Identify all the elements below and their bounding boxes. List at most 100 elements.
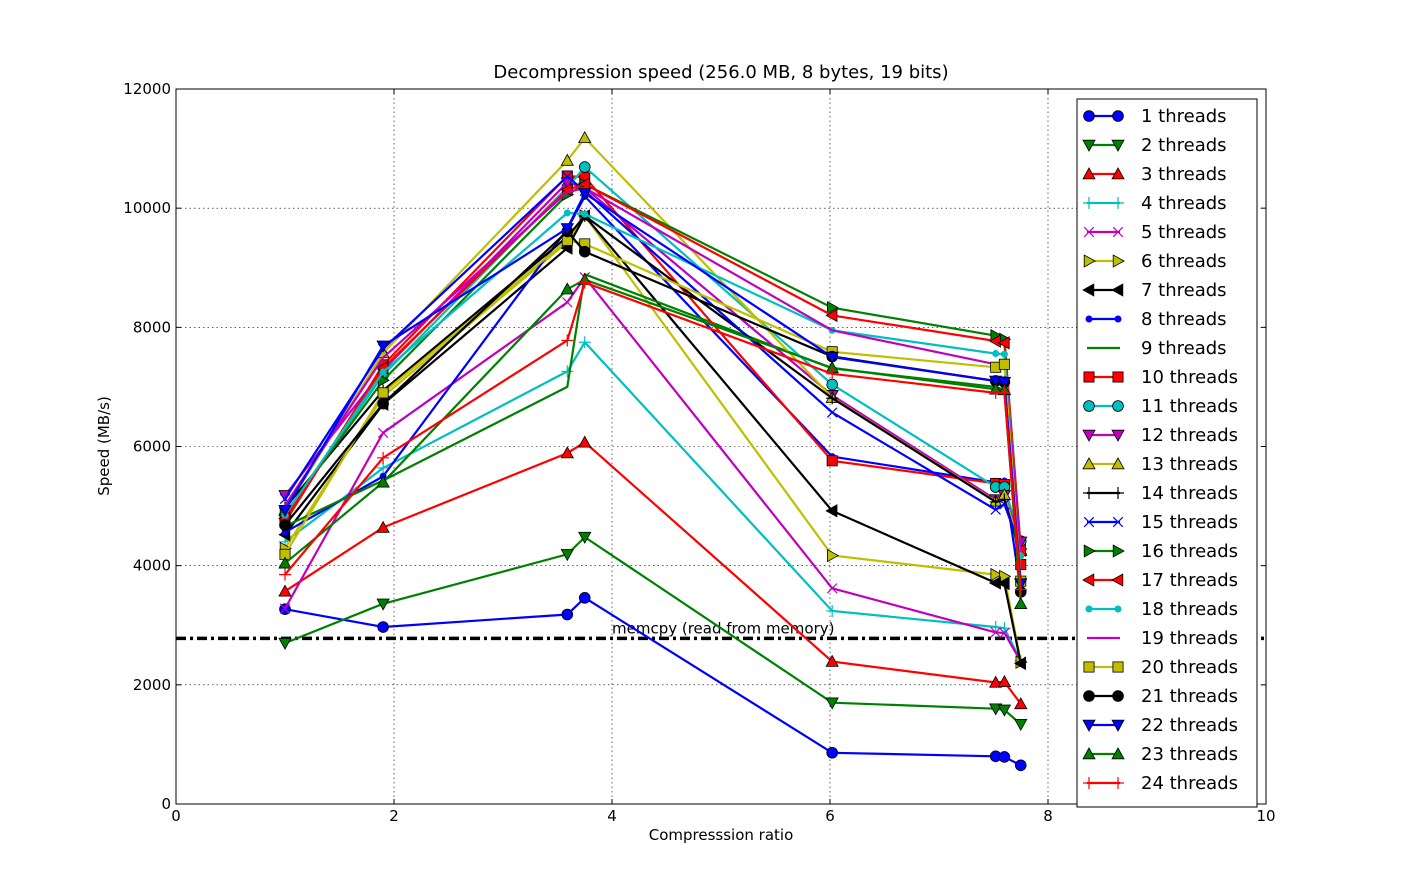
legend-marker: [1112, 777, 1124, 789]
data-point: [376, 520, 390, 533]
data-point: [999, 499, 1010, 510]
data-point: [377, 427, 389, 439]
memcpy-label: memcpy (read from memory): [612, 619, 834, 637]
legend-item-21: 21 threads: [1083, 686, 1238, 707]
legend-marker: [1082, 429, 1096, 442]
legend: 1 threads 2 threads 3 threads 4 threads 5 th…: [1076, 98, 1258, 808]
series-line: [284, 275, 1022, 663]
x-axis-label: Compresssion ratio: [649, 826, 794, 844]
legend-label: 18 threads: [1141, 599, 1238, 620]
data-point: [379, 368, 387, 376]
legend-item-23: 23 threads: [1082, 744, 1238, 765]
data-point: [825, 351, 839, 364]
data-point: [561, 334, 574, 347]
legend-marker: [1112, 110, 1124, 122]
legend-label: 20 threads: [1141, 657, 1238, 678]
series-line: [284, 239, 1022, 582]
data-point: [1014, 718, 1028, 731]
legend-marker: [1082, 457, 1096, 470]
data-point: [278, 584, 292, 597]
data-point: [578, 276, 591, 289]
data-point: [826, 455, 838, 467]
series-line: [284, 213, 1022, 663]
legend-item-11: 11 threads: [1083, 396, 1238, 417]
series-23: [278, 272, 1028, 609]
legend-item-16: 16 threads: [1083, 541, 1238, 562]
data-point: [377, 397, 389, 410]
data-point: [376, 598, 390, 611]
data-point: [826, 367, 839, 380]
data-point: [990, 627, 1001, 638]
data-point: [560, 446, 574, 459]
legend-marker: [1112, 226, 1124, 238]
data-point: [561, 365, 574, 378]
data-point: [279, 603, 291, 614]
legend-marker: [1083, 777, 1095, 789]
data-point: [998, 358, 1010, 370]
legend-box: [1076, 98, 1258, 808]
y-tick-label: 8000: [133, 318, 171, 336]
data-point: [990, 504, 1001, 515]
legend-marker: [1083, 516, 1095, 528]
legend-label: 24 threads: [1141, 773, 1238, 794]
legend-marker: [1112, 400, 1124, 412]
series-line: [284, 229, 1022, 592]
legend-marker: [1112, 371, 1124, 383]
legend-item-3: 3 threads: [1082, 164, 1227, 185]
data-point: [825, 697, 839, 710]
data-point: [578, 531, 592, 544]
data-point: [826, 300, 840, 315]
data-point: [826, 604, 839, 617]
legend-item-9: 9 threads: [1087, 338, 1227, 359]
data-point: [578, 131, 592, 144]
legend-label: 3 threads: [1141, 164, 1227, 185]
legend-item-18: 18 threads: [1085, 599, 1238, 620]
legend-marker: [1112, 661, 1124, 673]
legend-label: 21 threads: [1141, 686, 1238, 707]
legend-label: 8 threads: [1141, 309, 1227, 330]
data-point: [377, 461, 390, 474]
y-tick-label: 4000: [133, 557, 171, 575]
series-24: [279, 276, 1027, 596]
legend-label: 6 threads: [1141, 251, 1227, 272]
y-tick-label: 6000: [133, 438, 171, 456]
legend-marker: [1112, 516, 1124, 528]
data-point: [279, 519, 291, 531]
data-point: [826, 392, 839, 405]
legend-marker: [1111, 747, 1125, 760]
data-point: [578, 161, 591, 173]
legend-label: 9 threads: [1141, 338, 1227, 359]
data-point: [377, 621, 389, 633]
legend-item-13: 13 threads: [1082, 454, 1238, 475]
series-line: [284, 136, 1022, 552]
legend-marker: [1083, 661, 1095, 673]
legend-item-7: 7 threads: [1082, 280, 1227, 301]
legend-marker: [1082, 747, 1096, 760]
series-line: [284, 440, 1022, 705]
legend-label: 15 threads: [1141, 512, 1238, 533]
data-point: [562, 297, 573, 308]
data-point: [825, 654, 839, 667]
y-axis-label: Speed (MB/s): [95, 396, 113, 496]
legend-label: 4 threads: [1141, 193, 1227, 214]
legend-marker: [1111, 283, 1124, 297]
legend-item-12: 12 threads: [1082, 425, 1238, 446]
data-point: [999, 627, 1010, 639]
legend-label: 23 threads: [1141, 744, 1238, 765]
legend-item-24: 24 threads: [1083, 773, 1238, 794]
legend-label: 10 threads: [1141, 367, 1238, 388]
legend-marker: [1082, 139, 1096, 152]
data-point: [279, 568, 291, 581]
series-20: [279, 234, 1027, 587]
data-point: [998, 386, 1011, 399]
data-point: [560, 282, 574, 295]
data-point: [1014, 596, 1028, 609]
legend-item-15: 15 threads: [1083, 512, 1238, 533]
data-point: [997, 704, 1012, 717]
data-point: [561, 608, 574, 621]
data-point: [990, 567, 1003, 582]
legend-marker: [1083, 400, 1095, 412]
chart-title: Decompression speed (256.0 MB, 8 bytes, …: [493, 62, 948, 83]
legend-item-20: 20 threads: [1083, 657, 1238, 678]
legend-label: 2 threads: [1141, 135, 1227, 156]
